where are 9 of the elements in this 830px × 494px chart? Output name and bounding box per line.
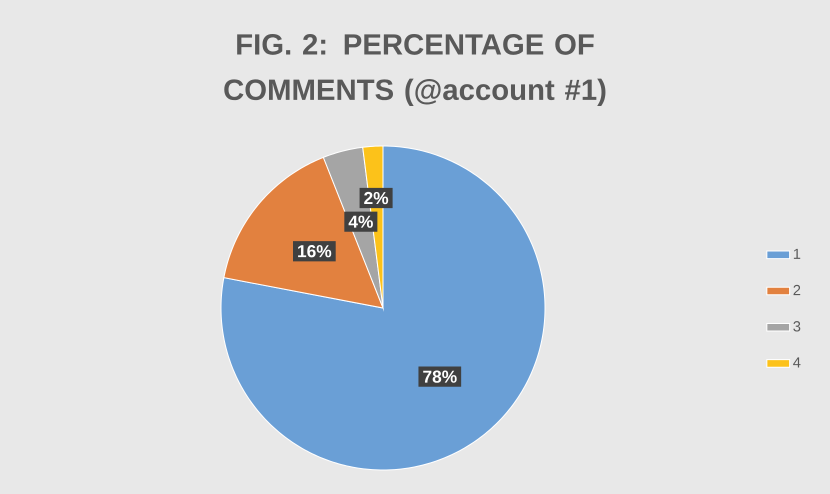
legend-label: 1 (794, 248, 800, 259)
data-label: 4% (348, 216, 373, 228)
legend-label: 4 (793, 357, 800, 368)
data-label: 78% (423, 370, 457, 383)
legend-label: 3 (793, 321, 800, 332)
data-label: 16% (298, 245, 332, 258)
data-label: 2% (364, 192, 388, 204)
legend-label: 2 (794, 284, 800, 296)
chart-title: FIG. 2: PERCENTAGE OF COMMENTS (@account #1) (224, 34, 606, 106)
